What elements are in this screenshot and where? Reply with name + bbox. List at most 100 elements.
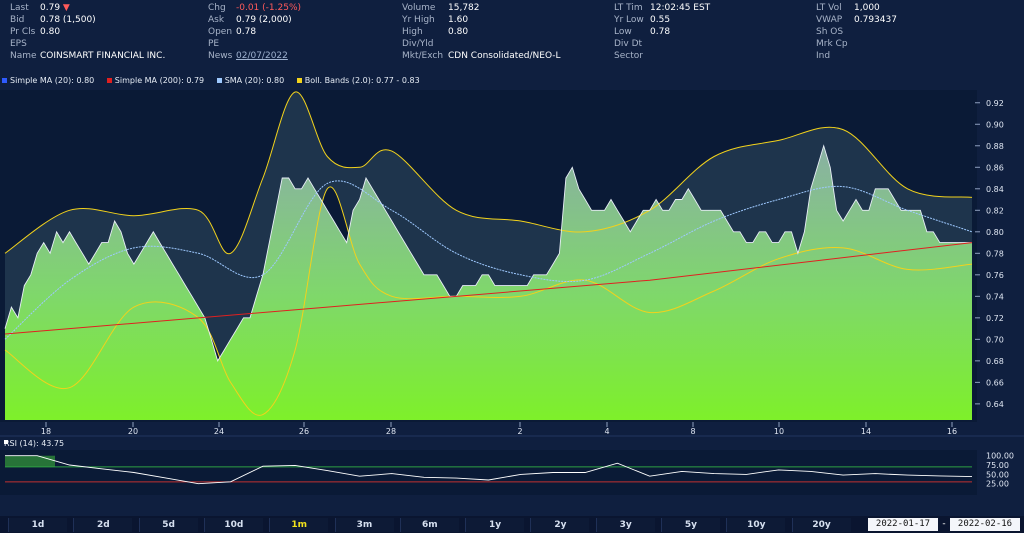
value-mktexch: CDN Consolidated/NEO-L [448, 51, 561, 61]
label-ltvol: LT Vol [816, 3, 842, 13]
chart-legend: Simple MA (20): 0.80 Simple MA (200): 0.… [2, 76, 430, 88]
quote-row-prcls: Pr Cls 0.80 [10, 26, 165, 38]
price-y-axis [978, 90, 1024, 422]
sma200-line [4, 242, 973, 335]
label-bid: Bid [10, 15, 25, 25]
y-tick-label: 0.90 [986, 120, 1004, 129]
timeframe-5d[interactable]: 5d [138, 518, 198, 532]
quote-row-open: Open 0.78 [208, 26, 301, 38]
label-news: News [208, 51, 233, 61]
legend-item-bollinger[interactable]: Boll. Bands (2.0): 0.77 - 0.83 [296, 76, 420, 85]
label-mktexch: Mkt/Exch [402, 51, 444, 61]
legend-label: Simple MA (20): 0.80 [10, 76, 95, 85]
price-area-fill [5, 145, 972, 421]
price-area [5, 145, 972, 421]
timeframe-10y[interactable]: 10y [726, 518, 786, 532]
rsi-line [5, 455, 973, 485]
price-chart[interactable]: 0.92 0.90 0.88 0.86 0.84 0.82 0.80 0.78 0.76 0.74… [0, 0, 1024, 516]
x-tick-label: 18 [41, 427, 51, 436]
price-y-ticks: 0.92 0.90 0.88 0.86 0.84 0.82 0.80 0.78 0.76 0.74… [975, 99, 1004, 409]
value-vwap: 0.793437 [854, 15, 897, 25]
y-tick-label: 0.80 [986, 228, 1004, 237]
rsi-indicator [5, 455, 973, 485]
label-vwap: VWAP [816, 15, 843, 25]
rsi-tick-label: 50.00 [986, 470, 1009, 479]
value-low: 0.78 [650, 27, 671, 37]
label-shos: Sh OS [816, 27, 844, 37]
quote-row-ask: Ask 0.79 (2,000) [208, 14, 301, 26]
quote-row-vwap: VWAP 0.793437 [816, 14, 897, 26]
timeframe-3y[interactable]: 3y [595, 518, 655, 532]
timeframe-6m[interactable]: 6m [399, 518, 459, 532]
legend-label: Boll. Bands (2.0): 0.77 - 0.83 [304, 76, 420, 85]
timeframe-2y[interactable]: 2y [530, 518, 590, 532]
legend-item-sma20[interactable]: Simple MA (20): 0.80 [2, 76, 94, 85]
label-sector: Sector [614, 51, 643, 61]
date-to-input[interactable]: 2022-02-16 [950, 518, 1020, 531]
value-ltvol: 1,000 [854, 3, 880, 13]
y-tick-label: 0.86 [986, 163, 1004, 172]
quote-row-lttim: LT Tim 12:02:45 EST [614, 2, 710, 14]
x-tick-label: 14 [861, 427, 871, 436]
x-tick-label: 16 [947, 427, 957, 436]
quote-column-1: Last 0.79 ▼ Bid 0.78 (1,500) Pr Cls 0.80 EP… [10, 2, 165, 62]
timeframe-10d[interactable]: 10d [203, 518, 263, 532]
sma20-line [4, 180, 973, 340]
quote-row-sector: Sector [614, 50, 710, 62]
label-pe: PE [208, 39, 220, 49]
y-tick-label: 0.70 [986, 335, 1004, 344]
timeframe-1d[interactable]: 1d [8, 518, 67, 532]
legend-swatch [296, 78, 302, 83]
legend-swatch [2, 78, 7, 83]
quote-row-name: Name COINSMART FINANCIAL INC. [10, 50, 165, 62]
y-tick-label: 0.88 [986, 142, 1004, 151]
label-ask: Ask [208, 15, 225, 25]
date-from-input[interactable]: 2022-01-17 [868, 518, 938, 531]
quote-row-high: High 0.80 [402, 26, 561, 38]
value-yrlow: 0.55 [650, 15, 671, 25]
quote-row-bid: Bid 0.78 (1,500) [10, 14, 165, 26]
chart-lines [4, 91, 973, 416]
value-volume: 15,782 [448, 3, 480, 13]
y-tick-label: 0.68 [986, 357, 1004, 366]
label-open: Open [208, 27, 233, 37]
y-tick-label: 0.72 [986, 314, 1004, 323]
down-arrow-icon: ▼ [62, 3, 70, 13]
legend-item-sma[interactable]: SMA (20): 0.80 [216, 76, 284, 85]
rsi-swatch [4, 440, 8, 444]
value-bid: 0.78 (1,500) [40, 15, 96, 25]
x-tick-label: 28 [386, 427, 396, 436]
label-chg: Chg [208, 3, 226, 13]
rsi-plot-area [0, 450, 977, 495]
label-high: High [402, 27, 423, 37]
quote-row-mrkcp: Mrk Cp [816, 38, 897, 50]
value-last: 0.79 [40, 3, 61, 13]
quote-row-news: News 02/07/2022 [208, 50, 301, 62]
y-tick-label: 0.92 [986, 99, 1004, 108]
timeframe-3m[interactable]: 3m [334, 518, 394, 532]
x-tick-label: 20 [128, 427, 138, 436]
price-line [4, 144, 972, 363]
quote-row-eps: EPS [10, 38, 165, 50]
label-lttim: LT Tim [614, 3, 643, 13]
quote-column-2: Chg -0.01 (-1.25%) Ask 0.79 (2,000) Open 0.… [208, 2, 301, 62]
quote-row-chg: Chg -0.01 (-1.25%) [208, 2, 301, 14]
price-x-ticks: 18 20 24 26 28 2 4 8 10 14 16 [41, 422, 957, 436]
y-tick-label: 0.84 [986, 185, 1004, 194]
bollinger-lower-line [4, 186, 973, 416]
quote-column-4: LT Tim 12:02:45 EST Yr Low 0.55 Low 0.78 Di… [614, 2, 710, 62]
quote-column-3: Volume 15,782 Yr High 1.60 High 0.80 Div/Yl… [402, 2, 561, 62]
timeframe-20y[interactable]: 20y [791, 518, 851, 532]
rsi-tick-label: 100.00 [986, 452, 1014, 461]
quote-row-last: Last 0.79 ▼ [10, 2, 165, 14]
label-name: Name [10, 51, 37, 61]
timeframe-5y[interactable]: 5y [661, 518, 720, 532]
y-tick-label: 0.82 [986, 206, 1004, 215]
timeframe-1y[interactable]: 1y [465, 518, 525, 532]
value-open: 0.78 [236, 27, 257, 37]
legend-item-sma200[interactable]: Simple MA (200): 0.79 [106, 76, 204, 85]
news-date-link[interactable]: 02/07/2022 [236, 51, 288, 61]
timeframe-1m[interactable]: 1m [269, 518, 329, 532]
timeframe-2d[interactable]: 2d [73, 518, 133, 532]
y-tick-label: 0.74 [986, 292, 1004, 301]
